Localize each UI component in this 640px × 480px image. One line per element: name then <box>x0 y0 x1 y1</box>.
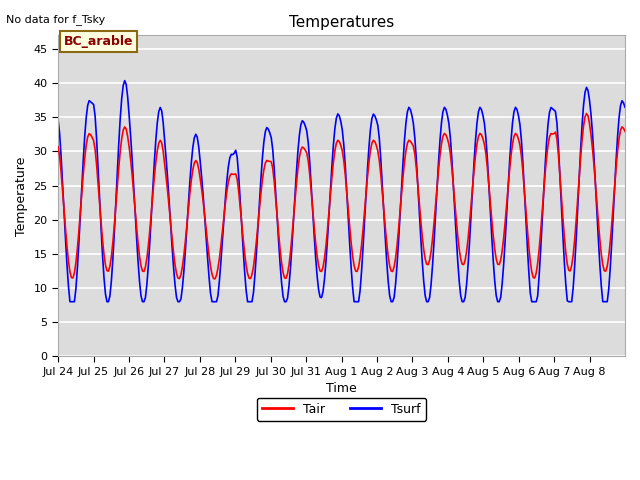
Tair <box>582 110 590 116</box>
X-axis label: Time: Time <box>326 382 357 396</box>
Y-axis label: Temperature: Temperature <box>15 156 28 236</box>
Tair <box>460 262 467 267</box>
Tsurf <box>93 136 100 142</box>
Tsurf <box>54 117 62 122</box>
Tair <box>621 129 629 134</box>
Tair <box>348 240 355 246</box>
Tair <box>74 246 81 252</box>
Tsurf <box>349 285 356 291</box>
Tsurf <box>546 109 554 115</box>
Tair <box>620 125 627 131</box>
Tair <box>54 144 62 150</box>
Tsurf <box>621 104 629 110</box>
Tsurf <box>620 100 627 106</box>
Title: Temperatures: Temperatures <box>289 15 394 30</box>
Tsurf <box>121 78 129 84</box>
Tair <box>211 276 219 282</box>
Line: Tsurf: Tsurf <box>58 81 625 302</box>
Line: Tair: Tair <box>58 113 625 279</box>
Tsurf <box>75 240 83 246</box>
Legend: Tair, Tsurf: Tair, Tsurf <box>257 398 426 420</box>
Text: No data for f_Tsky: No data for f_Tsky <box>6 14 106 25</box>
Tsurf <box>461 295 469 300</box>
Text: BC_arable: BC_arable <box>64 35 133 48</box>
Tair <box>92 146 99 152</box>
Tair <box>544 142 552 148</box>
Tsurf <box>68 299 76 305</box>
